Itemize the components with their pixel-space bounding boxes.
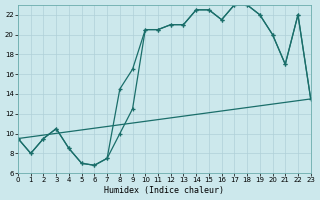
X-axis label: Humidex (Indice chaleur): Humidex (Indice chaleur)	[104, 186, 224, 195]
